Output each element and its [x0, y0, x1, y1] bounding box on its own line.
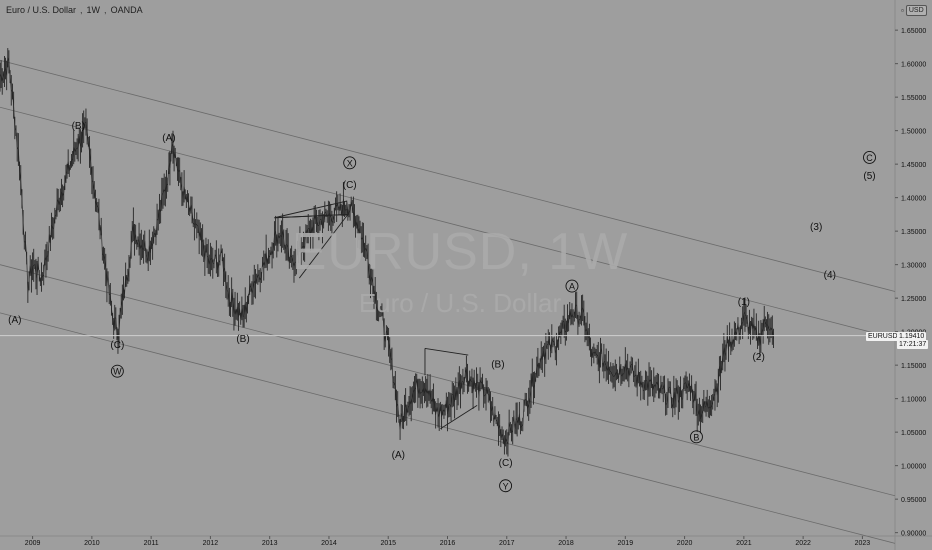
wave-label[interactable]: (4) [824, 270, 836, 281]
current-price-label: EURUSD 1.19410 17:21:37 [866, 331, 932, 349]
wave-label[interactable]: A [569, 282, 575, 292]
wave-label-circle [110, 364, 124, 378]
wave-label[interactable]: (A) [392, 450, 405, 461]
price-label-value: 1.19410 [897, 332, 927, 341]
wave-label[interactable]: W [113, 367, 122, 377]
x-tick-label: 2018 [558, 540, 574, 547]
pattern-trendline[interactable] [274, 213, 348, 219]
y-tick-label: 1.25000 [901, 296, 926, 303]
x-tick-label: 2012 [203, 540, 219, 547]
currency-label[interactable]: USD [905, 5, 927, 16]
y-tick-label: 1.45000 [901, 162, 926, 169]
y-tick-label: 1.65000 [901, 28, 926, 35]
pattern-trendline[interactable] [424, 347, 469, 356]
wave-label-circle [343, 156, 357, 170]
y-tick-label: 1.35000 [901, 229, 926, 236]
y-tick-label: 1.05000 [901, 430, 926, 437]
header-separator: , [104, 5, 107, 15]
y-tick-label: 1.55000 [901, 95, 926, 102]
x-tick-label: 2022 [795, 540, 811, 547]
wave-label[interactable]: (C) [110, 340, 124, 351]
x-tick-label: 2015 [380, 540, 396, 547]
y-tick-label: 1.50000 [901, 129, 926, 136]
price-label-symbol: EURUSD [866, 332, 900, 341]
wave-label[interactable]: (3) [810, 222, 822, 233]
wave-label[interactable]: (5) [863, 171, 875, 182]
wave-label-circle [565, 279, 579, 293]
chart-header: Euro / U.S. Dollar, 1W, OANDA [6, 5, 143, 15]
y-tick-label: 1.10000 [901, 397, 926, 404]
x-tick-label: 2009 [25, 540, 41, 547]
wave-label[interactable]: (2) [753, 352, 765, 363]
wave-label[interactable]: (A) [162, 133, 175, 144]
wave-label[interactable]: (B) [491, 359, 504, 370]
wave-label[interactable]: Y [503, 481, 509, 491]
y-tick-label: 1.60000 [901, 62, 926, 69]
x-tick-label: 2010 [84, 540, 100, 547]
wave-label[interactable]: (C) [499, 458, 513, 469]
y-tick-label: 1.15000 [901, 363, 926, 370]
watermark-symbol: EURUSD, 1W [291, 223, 629, 281]
x-tick-label: 2016 [440, 540, 456, 547]
wave-label-circle [689, 430, 703, 444]
y-tick-label: 1.30000 [901, 263, 926, 270]
wave-label-circle [499, 479, 513, 493]
x-tick-label: 2019 [618, 540, 634, 547]
interval-label[interactable]: 1W [86, 5, 101, 15]
channel-line[interactable] [0, 59, 896, 292]
wave-label[interactable]: C [866, 153, 873, 163]
wave-label[interactable]: (B) [236, 334, 249, 345]
channel-line[interactable] [0, 264, 896, 497]
bar-countdown: 17:21:37 [897, 340, 929, 349]
wave-label[interactable]: X [347, 158, 353, 168]
wave-label[interactable]: (A) [8, 315, 21, 326]
header-separator: , [80, 5, 83, 15]
y-tick-label: 0.90000 [901, 531, 926, 538]
x-tick-label: 2017 [499, 540, 515, 547]
x-tick-label: 2020 [677, 540, 693, 547]
wave-label-circle [863, 150, 876, 164]
x-tick-label: 2011 [144, 540, 159, 547]
wave-label[interactable]: B [693, 432, 699, 442]
x-tick-label: 2023 [855, 540, 871, 547]
wave-label[interactable]: (B) [72, 121, 85, 132]
pattern-trendline[interactable] [298, 214, 349, 279]
y-tick-label: 1.40000 [901, 196, 926, 203]
channel-line[interactable] [0, 106, 896, 339]
y-tick-label: 1.00000 [901, 464, 926, 471]
watermark-description: Euro / U.S. Dollar [358, 288, 562, 318]
exchange-label: OANDA [110, 5, 143, 15]
symbol-name[interactable]: Euro / U.S. Dollar [6, 5, 77, 15]
x-tick-label: 2021 [736, 540, 752, 547]
x-tick-label: 2013 [262, 540, 278, 547]
lock-icon: ▫ [901, 6, 904, 15]
wave-label[interactable]: (C) [343, 180, 357, 191]
x-tick-label: 2014 [321, 540, 337, 547]
wave-label[interactable]: (1) [738, 297, 750, 308]
pattern-trendline[interactable] [440, 404, 478, 430]
y-tick-label: 0.95000 [901, 497, 926, 504]
price-series-line[interactable] [0, 57, 774, 445]
currency-selector[interactable]: ▫ USD [901, 5, 927, 16]
